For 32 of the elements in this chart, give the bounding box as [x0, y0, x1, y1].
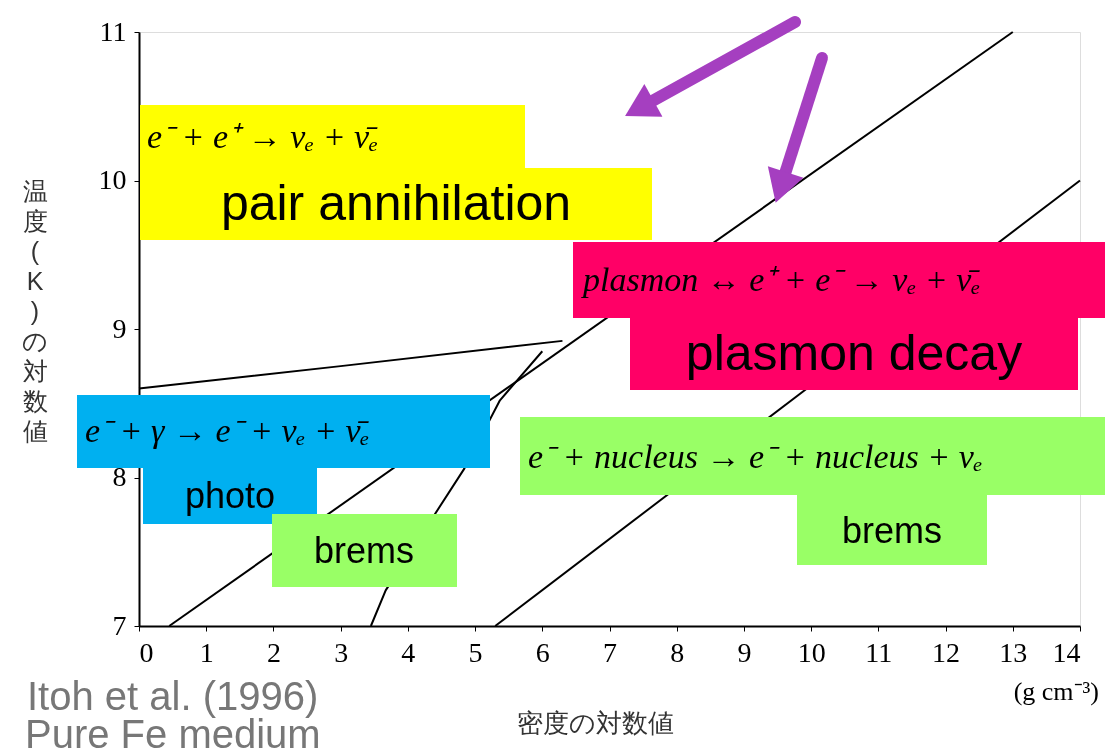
y-tick-label: 11 [99, 15, 127, 47]
y-tick-label: 7 [112, 609, 127, 641]
x-tick-label: 4 [401, 636, 416, 668]
x-tick-label: 13 [999, 636, 1028, 668]
annotation: pair annihilation [220, 175, 572, 231]
x-tick-label: 10 [797, 636, 826, 668]
annotation: brems [841, 510, 943, 551]
text: (g cm⁻³) [1013, 677, 1099, 706]
annotation: e⁻ + nucleus → e⁻ + nucleus + νₑ [528, 438, 983, 475]
annotation: photo [184, 475, 276, 516]
y-tick-label: 9 [112, 312, 127, 344]
y-tick-label: 8 [112, 461, 127, 492]
x-tick-label: 1 [199, 636, 214, 668]
y-tick-label: 10 [98, 164, 127, 195]
x-tick-label: 8 [670, 636, 685, 668]
x-tick-label: 3 [334, 636, 349, 668]
x-tick-label: 11 [865, 636, 893, 668]
x-axis-title: 密度の対数値 [516, 708, 674, 738]
x-tick-label: 7 [603, 636, 617, 668]
annotation: plasmon decay [685, 325, 1023, 381]
text: 温度(K)の対数値 [22, 177, 48, 445]
x-tick-label: 0 [139, 636, 154, 668]
annotation: plasmon ↔ e⁺ + e⁻ → νₑ + ν̄ₑ [581, 261, 981, 298]
x-tick-label: 5 [468, 636, 483, 668]
x-tick-label: 2 [266, 636, 281, 668]
x-tick-label: 6 [535, 636, 550, 668]
annotation: e⁻ + γ → e⁻ + νₑ + ν̄ₑ [85, 412, 370, 449]
annotation: brems [313, 530, 415, 571]
annotation: e⁻ + e⁺ → νₑ + ν̄ₑ [147, 118, 379, 155]
x-tick-label: 9 [737, 636, 752, 668]
x-tick-label: 12 [932, 636, 961, 668]
x-tick-label: 14 [1052, 636, 1081, 668]
